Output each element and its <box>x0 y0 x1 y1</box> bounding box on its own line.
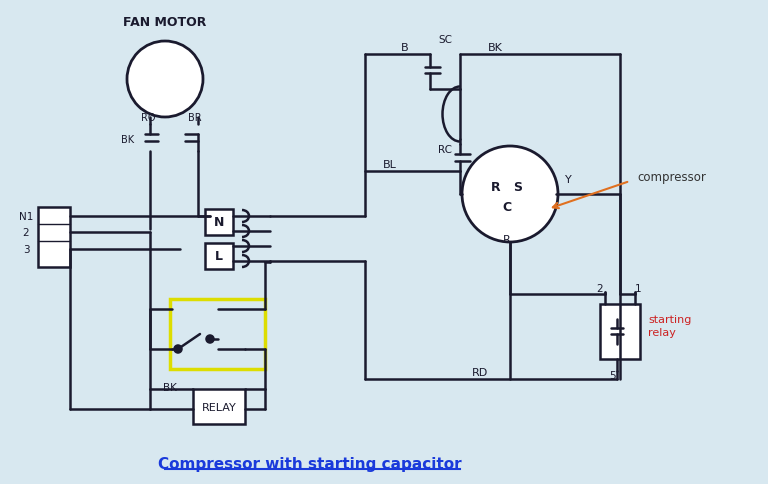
Text: BK: BK <box>488 43 502 53</box>
Bar <box>170 300 265 369</box>
Text: Compressor with starting capacitor: Compressor with starting capacitor <box>158 456 462 471</box>
Text: 2: 2 <box>597 284 604 293</box>
Text: R: R <box>492 181 501 194</box>
Text: BL: BL <box>383 160 397 170</box>
Circle shape <box>174 346 181 353</box>
Text: BK: BK <box>121 135 134 145</box>
Circle shape <box>462 147 558 242</box>
Text: 2: 2 <box>23 227 29 238</box>
Bar <box>205 243 233 270</box>
Circle shape <box>127 42 203 118</box>
Bar <box>38 208 70 268</box>
Bar <box>193 389 245 424</box>
Text: RD: RD <box>472 367 488 377</box>
Bar <box>205 210 233 236</box>
Text: RELAY: RELAY <box>202 402 237 412</box>
Text: Y: Y <box>564 175 571 184</box>
Text: R: R <box>503 235 511 244</box>
Text: RO: RO <box>141 113 155 123</box>
Text: 3: 3 <box>23 244 29 255</box>
Text: SC: SC <box>438 35 452 45</box>
Text: C: C <box>502 201 511 214</box>
Text: N1: N1 <box>18 212 33 222</box>
Text: RC: RC <box>438 145 452 155</box>
Text: L: L <box>215 250 223 263</box>
Text: FAN MOTOR: FAN MOTOR <box>124 15 207 29</box>
Text: 1: 1 <box>634 284 641 293</box>
Text: compressor: compressor <box>637 171 706 184</box>
Bar <box>600 304 640 359</box>
Text: relay: relay <box>648 327 676 337</box>
Text: N: N <box>214 216 224 229</box>
Text: S: S <box>514 181 522 194</box>
Text: 5: 5 <box>609 370 615 380</box>
Text: BR: BR <box>188 113 202 123</box>
Text: B: B <box>401 43 409 53</box>
Text: BK: BK <box>163 382 177 392</box>
Circle shape <box>207 336 214 343</box>
Text: starting: starting <box>648 314 691 324</box>
